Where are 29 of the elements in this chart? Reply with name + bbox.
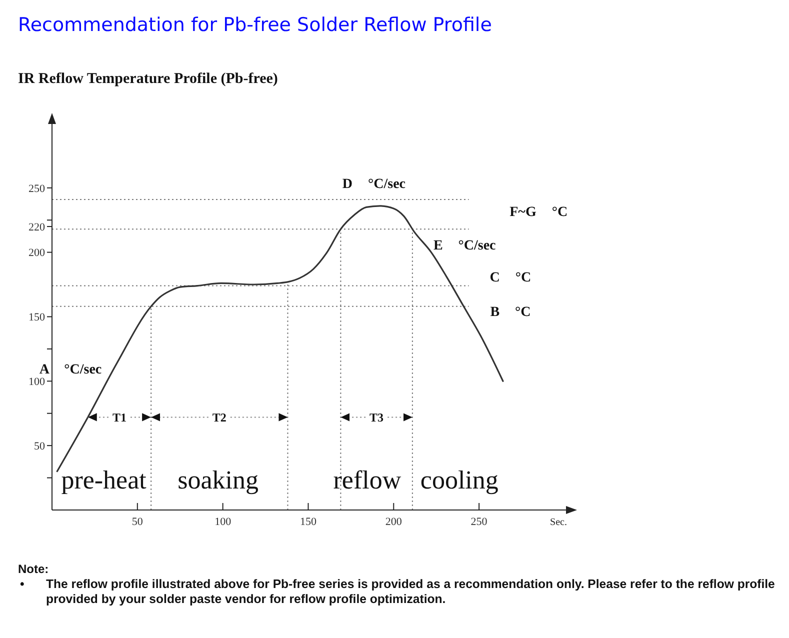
- annotation: reflow: [333, 465, 402, 494]
- annotation: F~G °C: [510, 205, 568, 220]
- x-tick-label: 250: [470, 516, 488, 528]
- annotation: A °C/sec: [39, 362, 102, 378]
- annotation: D °C/sec: [342, 176, 406, 192]
- y-tick-label: 220: [28, 221, 46, 234]
- annotation: B °C: [490, 305, 531, 320]
- x-tick-label: 100: [214, 516, 232, 528]
- y-tick-label: 150: [28, 312, 46, 324]
- text: Note:: [18, 562, 50, 577]
- y-tick-label: 100: [28, 376, 46, 388]
- annotation: T3: [370, 410, 384, 424]
- annotation: T2: [212, 410, 226, 424]
- annotation: cooling: [420, 465, 498, 494]
- chart-title: Recommendation for Pb-free Solder Reflow Profile: [18, 14, 492, 36]
- annotation: E °C/sec: [433, 238, 496, 254]
- y-tick-label: 200: [28, 247, 46, 260]
- y-tick-label: 250: [28, 182, 46, 195]
- chart-subtitle: IR Reflow Temperature Profile (Pb-free): [18, 70, 278, 88]
- x-tick-label: 50: [132, 516, 144, 528]
- annotation: pre-heat: [61, 465, 148, 494]
- x-tick-label: 150: [300, 516, 317, 528]
- text: • The reflow profile illustrated above for Pb-free series is provided as a recommendation only. Please refer to the reflow profile provided by your solder paste vendor for reflow profile optimization.: [20, 577, 775, 606]
- annotation: T1: [112, 410, 126, 424]
- annotation: C °C: [490, 270, 532, 286]
- y-tick-label: 50: [34, 440, 46, 452]
- x-tick-label: 200: [385, 516, 402, 528]
- x-axis-title: Sec.: [550, 517, 567, 528]
- annotation: soaking: [178, 465, 258, 494]
